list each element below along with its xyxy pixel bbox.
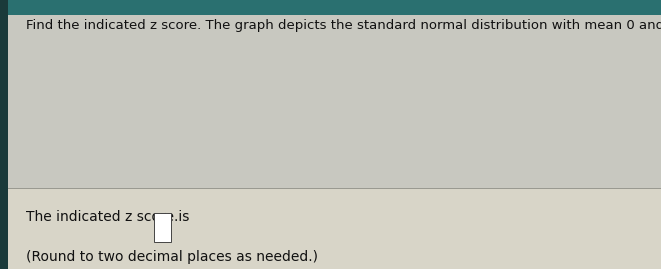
- Bar: [0, 15, 661, 188]
- Bar: [0, 0, 661, 15]
- Text: Find the indicated z score. The graph depicts the standard normal distribution w: Find the indicated z score. The graph de…: [26, 19, 661, 32]
- Bar: [154, 213, 171, 242]
- Text: .: .: [173, 210, 178, 224]
- Text: The indicated z score is: The indicated z score is: [26, 210, 190, 224]
- Text: (Round to two decimal places as needed.): (Round to two decimal places as needed.): [26, 250, 319, 264]
- Bar: [0, 0, 8, 269]
- Bar: [0, 188, 661, 269]
